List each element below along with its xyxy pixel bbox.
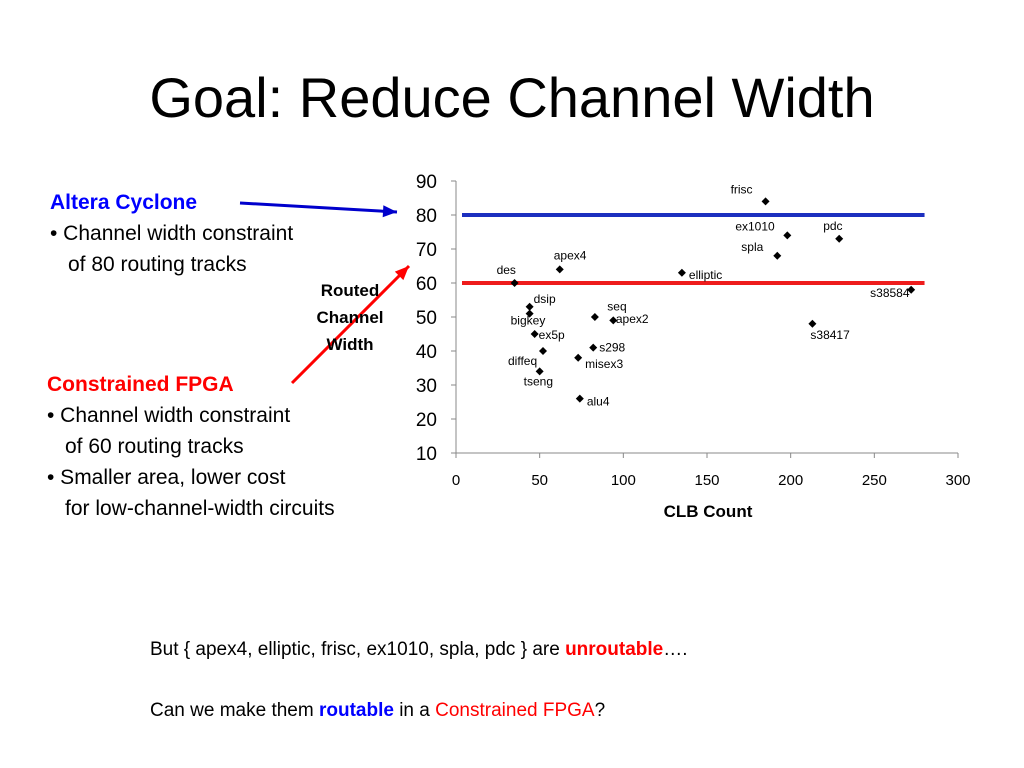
data-point-s38417 [808,319,817,328]
constrained-fpga-panel: Constrained FPGA • Channel width constra… [47,369,335,524]
y-tick-label: 80 [416,206,437,227]
footer-line-2-mid: in a [393,700,436,721]
data-label-ex1010: ex1010 [735,219,775,233]
data-label-s38417: s38417 [810,328,850,342]
footer-line-2-text: Can we make them [150,700,319,721]
x-tick-label: 0 [452,472,460,489]
y-tick-label: 50 [416,308,437,329]
data-label-pdc: pdc [823,219,842,233]
altera-cyclone-panel: Altera Cyclone • Channel width constrain… [50,187,293,280]
data-point-pdc [835,234,844,243]
data-point-s38584 [907,285,916,294]
footer-line-2: Can we make them routable in a Constrain… [150,700,605,722]
data-label-dsip: dsip [534,292,556,306]
data-point-bigkey [525,309,534,318]
data-label-s298: s298 [599,341,625,355]
data-label-alu4: alu4 [587,395,610,409]
data-label-ex5p: ex5p [539,328,565,342]
y-tick-label: 70 [416,240,437,261]
data-point-des [510,279,519,287]
data-label-spla: spla [741,240,763,254]
y-axis-label-line: Width [326,335,374,354]
data-point-apex4 [555,265,564,274]
routable-emphasis: routable [318,700,394,721]
altera-heading: Altera Cyclone [50,191,198,214]
data-label-seq: seq [607,299,626,313]
data-label-diffeq: diffeq [508,354,537,368]
altera-arrow [239,201,398,214]
y-axis-label-line: Channel [316,308,384,327]
x-tick-label: 150 [694,472,719,489]
y-tick-label: 60 [416,274,437,295]
data-label-des: des [497,263,516,277]
footer-line-1-text: But { apex4, elliptic, frisc, ex1010, sp… [150,639,566,660]
unroutable-emphasis: unroutable [565,639,664,660]
data-point-seq [609,316,618,325]
x-tick-label: 50 [531,472,548,489]
footer-line-2-end: ? [594,700,606,721]
constrained-fpga-emphasis: Constrained FPGA [435,700,595,721]
data-label-s38584: s38584 [870,286,910,300]
x-tick-label: 250 [862,472,887,489]
y-tick-label: 30 [416,376,437,397]
data-point-diffeq [539,347,548,355]
y-tick-label: 10 [416,444,437,465]
data-label-bigkey: bigkey [511,314,546,328]
constrained-bullet-2-cont: for low-channel-width circuits [65,497,335,520]
x-axis-label: CLB Count [663,502,753,521]
footer-line-1: But { apex4, elliptic, frisc, ex1010, sp… [150,639,688,661]
data-label-apex4: apex4 [554,248,587,262]
data-point-ex1010 [783,231,792,240]
footer-line-1-end: …. [663,639,688,660]
constrained-heading: Constrained FPGA [47,373,234,396]
x-tick-label: 200 [778,472,803,489]
constrained-arrow-head [394,266,409,281]
constrained-bullet-1-cont: of 60 routing tracks [65,435,244,458]
data-label-elliptic: elliptic [689,268,722,282]
constrained-bullet-1: • Channel width constraint [47,404,291,427]
data-point-frisc [761,197,770,206]
altera-bullet-1-cont: of 80 routing tracks [68,253,247,276]
y-axis-label: Routed Channel Width [300,277,400,358]
constrained-bullet-2: • Smaller area, lower cost [47,466,286,489]
data-point-ex5p [530,330,539,338]
data-point-alu4 [575,394,584,403]
constrained-arrow [290,264,411,385]
data-point-s298 [589,343,598,352]
data-point-apex2 [590,313,599,321]
data-point-misex3 [574,353,583,362]
y-tick-label: 90 [416,172,437,193]
data-point-dsip [525,302,534,311]
data-point-spla [773,251,782,260]
data-label-apex2: apex2 [616,312,649,326]
x-tick-label: 300 [945,472,970,489]
y-axis-label-line: Routed [320,281,380,300]
data-point-elliptic [677,268,686,277]
data-label-frisc: frisc [731,182,753,196]
x-tick-label: 100 [611,472,636,489]
slide-title: Goal: Reduce Channel Width [149,66,875,129]
data-label-tseng: tseng [524,374,553,388]
data-point-tseng [535,367,544,376]
data-label-misex3: misex3 [585,357,623,371]
altera-arrow-head [382,205,397,218]
altera-bullet-1: • Channel width constraint [50,222,294,245]
y-tick-label: 20 [416,410,437,431]
y-tick-label: 40 [416,342,437,363]
